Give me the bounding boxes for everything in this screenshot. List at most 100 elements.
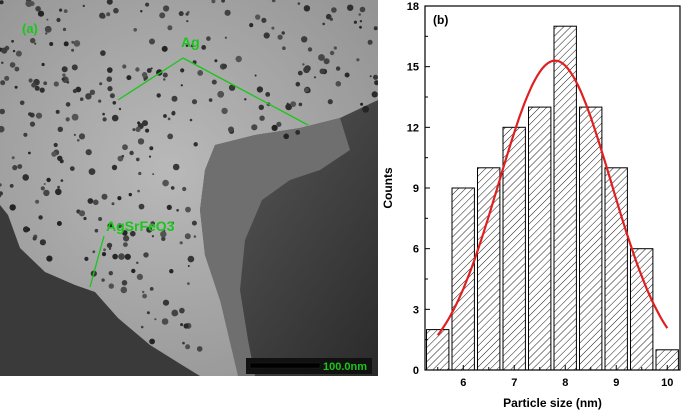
scale-bar xyxy=(249,362,321,369)
nanoparticle xyxy=(255,14,261,20)
nanoparticle xyxy=(333,46,337,50)
nanoparticle xyxy=(307,47,313,52)
nanoparticle xyxy=(154,318,157,321)
nanoparticle xyxy=(117,155,124,162)
nanoparticle xyxy=(143,252,149,258)
nanoparticle xyxy=(53,142,58,148)
nanoparticle xyxy=(39,87,45,93)
nanoparticle xyxy=(258,104,264,111)
nanoparticle xyxy=(93,199,99,206)
nanoparticle xyxy=(98,99,102,103)
y-tick-label: 12 xyxy=(407,122,419,134)
nanoparticle xyxy=(367,39,373,45)
nanoparticle xyxy=(63,41,69,47)
nanoparticle xyxy=(106,12,111,17)
gaussian-fit-curve xyxy=(436,59,669,336)
nanoparticle xyxy=(359,25,362,29)
nanoparticle xyxy=(221,107,228,115)
nanoparticle xyxy=(126,75,132,81)
nanoparticle xyxy=(235,55,242,63)
nanoparticle xyxy=(35,199,40,204)
nanoparticle xyxy=(130,230,136,237)
nanoparticle xyxy=(0,0,4,5)
nanoparticle xyxy=(53,81,59,87)
nanoparticle xyxy=(32,236,37,241)
nanoparticle xyxy=(373,74,378,80)
nanoparticle xyxy=(138,171,142,176)
nanoparticle xyxy=(281,31,285,35)
nanoparticle xyxy=(185,206,191,213)
nanoparticle xyxy=(0,195,2,198)
x-tick-label: 6 xyxy=(460,377,466,389)
nanoparticle xyxy=(12,49,16,53)
nanoparticle xyxy=(217,90,225,98)
nanoparticle xyxy=(117,196,122,201)
medium-region-right xyxy=(200,118,350,376)
label-ag: Ag xyxy=(181,34,200,50)
nanoparticle xyxy=(344,72,350,78)
nanoparticle xyxy=(34,85,40,91)
label-agsrfeo3: AgSrFeO3 xyxy=(106,218,175,234)
nanoparticle xyxy=(38,215,43,220)
nanoparticles xyxy=(0,0,378,352)
nanoparticle xyxy=(28,112,32,116)
nanoparticle xyxy=(61,77,65,81)
nanoparticle xyxy=(206,36,211,41)
nanoparticle xyxy=(121,280,128,286)
nanoparticle xyxy=(335,66,341,71)
nanoparticle xyxy=(323,58,330,65)
nanoparticle xyxy=(353,20,357,24)
nanoparticle xyxy=(14,85,18,89)
nanoparticle xyxy=(26,227,31,232)
nanoparticle xyxy=(371,91,378,98)
nanoparticle xyxy=(187,265,190,267)
nanoparticle xyxy=(295,130,301,135)
tem-micrograph: (a) Ag AgSrFeO3 100.0nm xyxy=(0,0,378,376)
nanoparticle xyxy=(112,253,118,260)
nanoparticle xyxy=(196,346,203,352)
nanoparticle xyxy=(92,250,96,254)
nanoparticle xyxy=(283,133,290,140)
nanoparticle xyxy=(11,39,15,43)
nanoparticle xyxy=(137,138,145,145)
nanoparticle xyxy=(176,209,179,212)
nanoparticle xyxy=(167,133,174,140)
nanoparticle xyxy=(182,341,185,345)
nanoparticle xyxy=(150,67,153,70)
nanoparticle xyxy=(170,186,175,190)
nanoparticle xyxy=(152,173,155,176)
nanoparticle xyxy=(133,28,137,32)
agsrfeo3-pointer-line xyxy=(89,235,105,288)
nanoparticle xyxy=(111,202,115,206)
nanoparticle xyxy=(136,273,143,280)
nanoparticle xyxy=(149,287,154,291)
nanoparticle xyxy=(282,46,286,50)
nanoparticle xyxy=(0,191,3,196)
nanoparticle xyxy=(43,183,46,185)
nanoparticle xyxy=(191,220,197,226)
nanoparticle xyxy=(222,63,227,69)
nanoparticle xyxy=(180,84,183,87)
nanoparticle xyxy=(146,311,150,315)
y-axis-label: Counts xyxy=(381,167,395,209)
nanoparticle xyxy=(65,102,71,107)
nanoparticle xyxy=(179,307,185,314)
nanoparticle xyxy=(112,101,117,105)
nanoparticle xyxy=(251,124,258,131)
nanoparticle xyxy=(23,132,28,137)
nanoparticle xyxy=(347,4,354,11)
x-tick-label: 7 xyxy=(511,377,517,389)
histogram-bar xyxy=(477,167,501,371)
nanoparticle xyxy=(111,164,118,171)
nanoparticle xyxy=(83,216,87,221)
nanoparticle xyxy=(187,255,195,263)
nanoparticle xyxy=(172,163,180,171)
nanoparticle xyxy=(102,112,105,116)
nanoparticle xyxy=(107,86,113,92)
nanoparticle xyxy=(57,185,60,189)
nanoparticle xyxy=(107,223,113,229)
nanoparticle xyxy=(45,32,48,35)
nanoparticle xyxy=(197,70,204,76)
nanoparticle xyxy=(211,79,217,85)
nanoparticle xyxy=(108,271,114,276)
